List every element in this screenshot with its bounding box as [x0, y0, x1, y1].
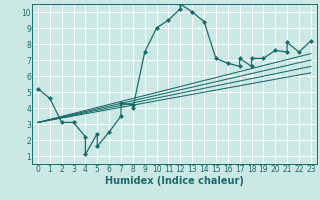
X-axis label: Humidex (Indice chaleur): Humidex (Indice chaleur)	[105, 176, 244, 186]
